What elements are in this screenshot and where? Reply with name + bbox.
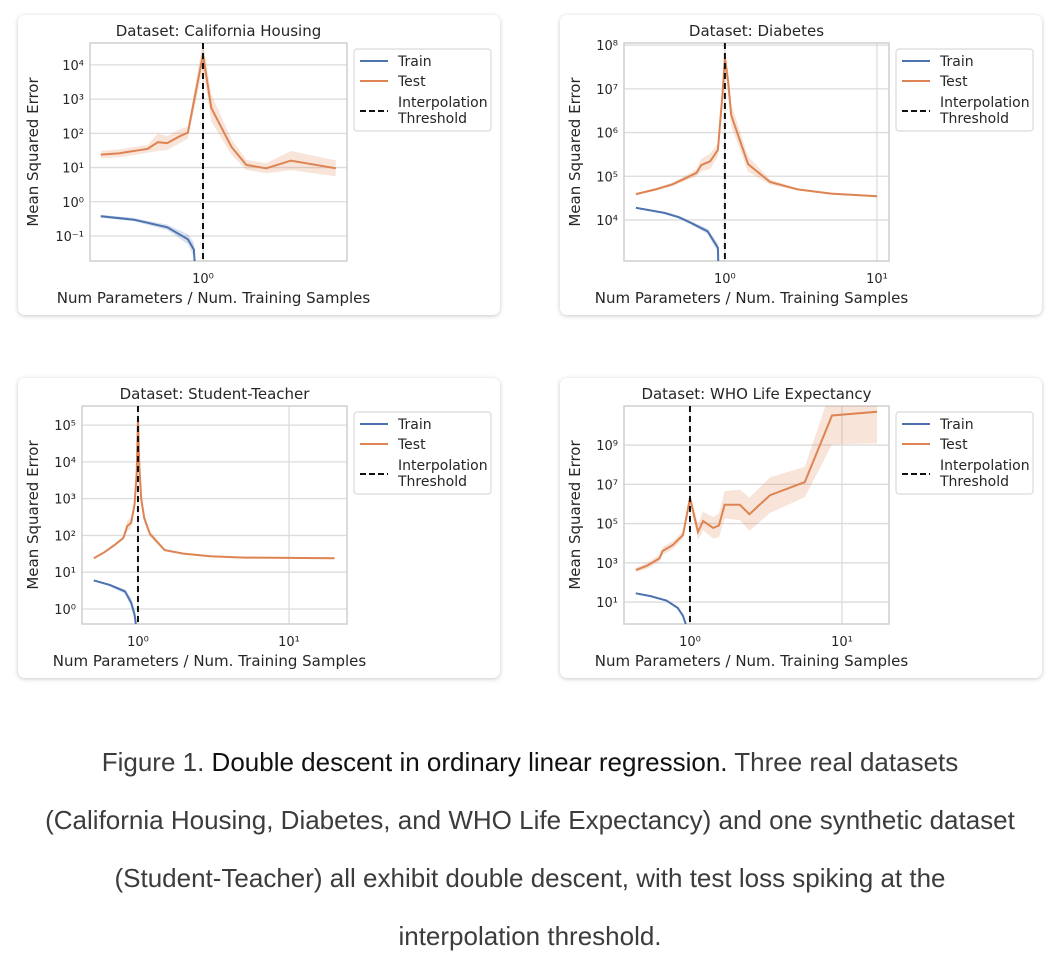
plot-frame bbox=[89, 42, 348, 262]
x-tick-label: 10¹ bbox=[278, 635, 300, 650]
y-tick-label: 10³ bbox=[62, 93, 84, 108]
legend-threshold-label: Threshold bbox=[939, 474, 1009, 490]
x-tick-label: 10⁰ bbox=[192, 272, 214, 287]
y-tick-label: 10⁻¹ bbox=[55, 230, 84, 245]
chart-title: Dataset: Student-Teacher bbox=[120, 385, 311, 403]
y-tick-label: 10⁵ bbox=[596, 518, 618, 533]
legend-threshold-label: Threshold bbox=[939, 111, 1009, 127]
legend-test-label: Test bbox=[397, 437, 426, 453]
y-tick-label: 10² bbox=[62, 127, 84, 142]
chart-card-california-housing: 10⁻¹ 10⁰ 10¹ 10² 10³ 10⁴ 10⁰ Dataset: Californi… bbox=[18, 15, 500, 315]
x-tick-label: 10⁰ bbox=[127, 635, 149, 650]
test-confidence-band bbox=[100, 43, 336, 177]
x-tick-label: 10¹ bbox=[866, 272, 888, 287]
chart-student-teacher: 10⁰ 10¹ 10² 10³ 10⁴ 10⁵ 10⁰ 10¹ Dataset: Student… bbox=[24, 385, 492, 670]
chart-card-who-life-expectancy: 10¹ 10³ 10⁵ 10⁷ 10⁹ 10⁰ 10¹ Dataset: WHO Life E… bbox=[560, 378, 1042, 678]
test-line bbox=[93, 418, 335, 560]
legend-threshold-label: Interpolation bbox=[940, 95, 1030, 111]
y-tick-label: 10⁰ bbox=[54, 603, 76, 618]
legend-train-label: Train bbox=[397, 417, 432, 433]
legend-test-label: Test bbox=[939, 74, 968, 90]
x-tick-label: 10⁰ bbox=[679, 635, 701, 650]
plot-frame bbox=[623, 42, 890, 262]
chart-title: Dataset: WHO Life Expectancy bbox=[641, 385, 871, 403]
chart-card-student-teacher: 10⁰ 10¹ 10² 10³ 10⁴ 10⁵ 10⁰ 10¹ Dataset: Student… bbox=[18, 378, 500, 678]
chart-title: Dataset: California Housing bbox=[116, 22, 322, 40]
y-axis-label: Mean Squared Error bbox=[566, 77, 584, 227]
legend-box bbox=[895, 411, 1034, 495]
legend-threshold-label: Threshold bbox=[397, 474, 467, 490]
y-tick-label: 10¹ bbox=[54, 566, 76, 581]
y-tick-label: 10⁴ bbox=[596, 214, 618, 229]
train-line bbox=[635, 592, 687, 624]
legend-threshold-label: Interpolation bbox=[398, 458, 488, 474]
chart-card-diabetes: 10⁴ 10⁵ 10⁶ 10⁷ 10⁸ 10⁰ 10¹ Dataset: Diabetes Nu… bbox=[560, 15, 1042, 315]
chart-who-life-expectancy: 10¹ 10³ 10⁵ 10⁷ 10⁹ 10⁰ 10¹ Dataset: WHO Life E… bbox=[566, 385, 1034, 670]
y-axis-label: Mean Squared Error bbox=[566, 440, 584, 590]
train-line bbox=[93, 579, 137, 624]
y-axis-label: Mean Squared Error bbox=[24, 77, 42, 227]
plot-frame bbox=[81, 405, 348, 625]
x-tick-label: 10⁰ bbox=[714, 272, 736, 287]
legend-threshold-label: Interpolation bbox=[940, 458, 1030, 474]
legend-threshold-label: Interpolation bbox=[398, 95, 488, 111]
y-tick-label: 10⁴ bbox=[54, 456, 76, 471]
chart-california-housing: 10⁻¹ 10⁰ 10¹ 10² 10³ 10⁴ 10⁰ Dataset: Californi… bbox=[24, 22, 492, 307]
y-tick-label: 10⁷ bbox=[596, 478, 618, 493]
test-confidence-band bbox=[635, 406, 877, 573]
caption-text: Three real datasets bbox=[727, 747, 959, 777]
y-tick-label: 10³ bbox=[54, 493, 76, 508]
caption-text: (California Housing, Diabetes, and WHO L… bbox=[45, 805, 1015, 835]
y-tick-label: 10⁵ bbox=[54, 419, 76, 434]
x-axis-label: Num Parameters / Num. Training Samples bbox=[595, 289, 909, 307]
test-line bbox=[100, 54, 336, 170]
y-tick-label: 10⁵ bbox=[596, 170, 618, 185]
train-line bbox=[635, 206, 720, 261]
figure-caption: Figure 1. Double descent in ordinary lin… bbox=[0, 733, 1060, 965]
legend-train-label: Train bbox=[939, 417, 974, 433]
caption-bold-title: Double descent in ordinary linear regres… bbox=[211, 747, 728, 777]
test-confidence-band bbox=[93, 412, 335, 559]
x-tick-label: 10¹ bbox=[831, 635, 853, 650]
x-axis-label: Num Parameters / Num. Training Samples bbox=[53, 652, 367, 670]
train-line bbox=[100, 215, 196, 261]
legend-box bbox=[353, 411, 492, 495]
y-tick-label: 10² bbox=[54, 529, 76, 544]
y-axis-label: Mean Squared Error bbox=[24, 440, 42, 590]
y-tick-label: 10⁷ bbox=[596, 83, 618, 98]
x-axis-label: Num Parameters / Num. Training Samples bbox=[595, 652, 909, 670]
plot-frame bbox=[623, 405, 890, 625]
legend-box bbox=[895, 48, 1034, 132]
y-tick-label: 10¹ bbox=[62, 162, 84, 177]
y-tick-label: 10³ bbox=[596, 557, 618, 572]
test-confidence-band bbox=[635, 47, 877, 198]
caption-text: (Student-Teacher) all exhibit double des… bbox=[114, 863, 946, 893]
chart-title: Dataset: Diabetes bbox=[689, 22, 824, 40]
y-tick-label: 10⁰ bbox=[62, 196, 84, 211]
y-tick-label: 10¹ bbox=[596, 596, 618, 611]
legend-test-label: Test bbox=[939, 437, 968, 453]
y-tick-label: 10⁸ bbox=[596, 39, 618, 54]
y-tick-label: 10⁹ bbox=[596, 439, 618, 454]
train-confidence-band bbox=[100, 214, 195, 261]
caption-figure-label: Figure 1. bbox=[101, 747, 212, 777]
y-tick-label: 10⁶ bbox=[596, 127, 618, 142]
caption-text: interpolation threshold. bbox=[398, 921, 662, 951]
legend-train-label: Train bbox=[397, 54, 432, 70]
x-axis-label: Num Parameters / Num. Training Samples bbox=[57, 289, 371, 307]
chart-diabetes: 10⁴ 10⁵ 10⁶ 10⁷ 10⁸ 10⁰ 10¹ Dataset: Diabetes Nu… bbox=[566, 22, 1034, 307]
legend-box bbox=[353, 48, 492, 132]
legend-test-label: Test bbox=[397, 74, 426, 90]
legend-train-label: Train bbox=[939, 54, 974, 70]
y-tick-label: 10⁴ bbox=[62, 59, 84, 74]
test-line bbox=[635, 410, 878, 571]
test-line bbox=[635, 58, 878, 198]
legend-threshold-label: Threshold bbox=[397, 111, 467, 127]
